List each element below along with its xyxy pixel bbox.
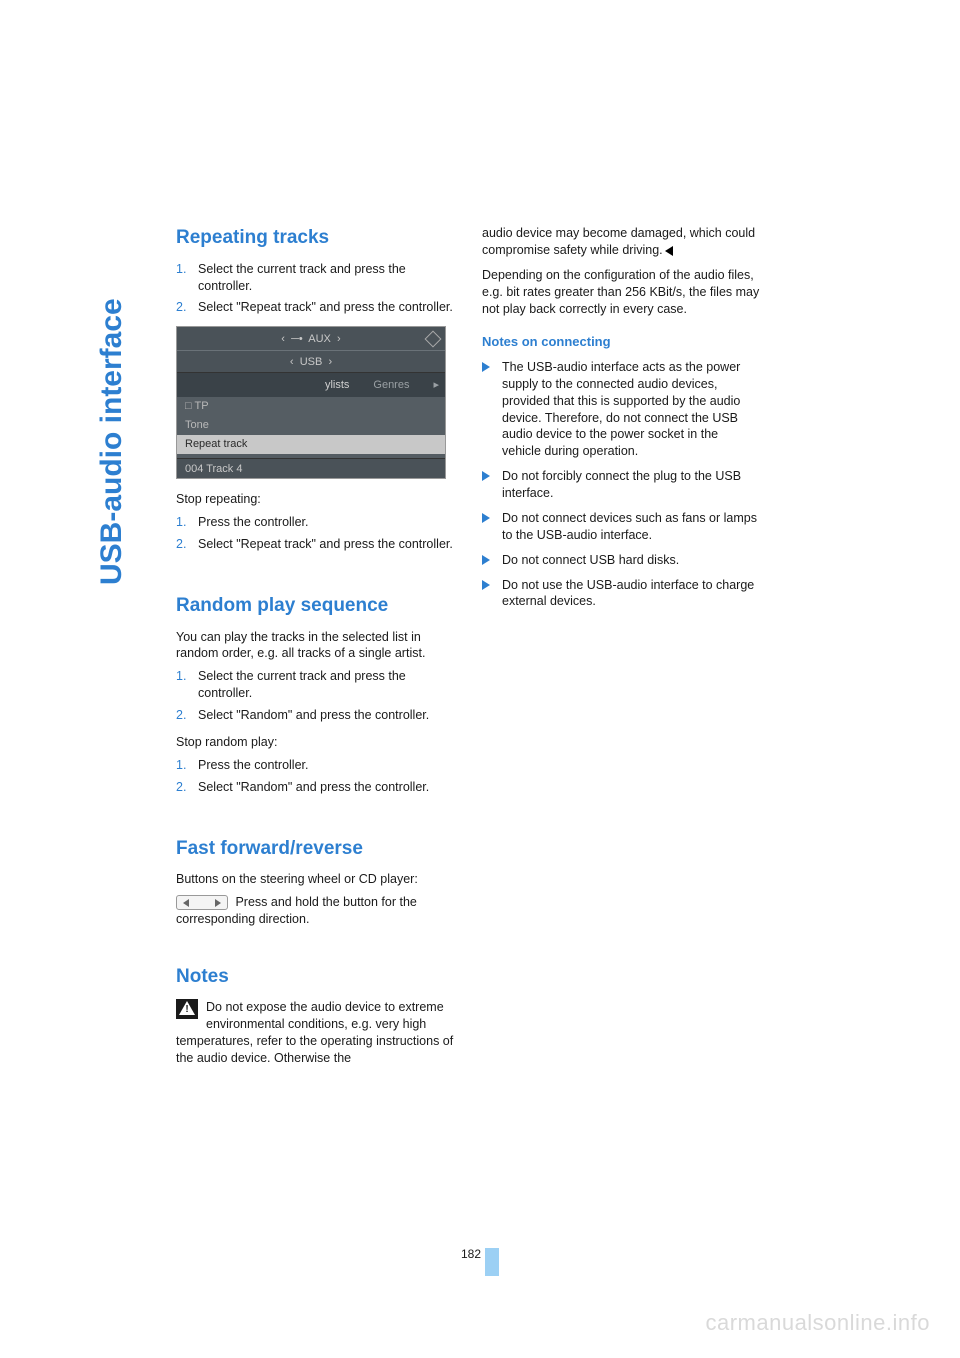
column-right: audio device may become damaged, which c…: [482, 225, 760, 1073]
step-text: Select "Random" and press the controller…: [198, 708, 429, 722]
note-item: Do not connect devices such as fans or l…: [482, 510, 760, 544]
step-number: 2.: [176, 779, 186, 796]
warning-text: Do not expose the audio device to extrem…: [176, 1000, 453, 1065]
ss-item-tp: □ TP: [177, 397, 445, 416]
heading-random-play: Random play sequence: [176, 593, 454, 619]
ss-item-label: TP: [195, 400, 209, 412]
arrow-left-icon: ‹: [281, 333, 285, 345]
page-number: 182: [461, 1248, 481, 1260]
stop-repeating-label: Stop repeating:: [176, 491, 454, 508]
step-number: 1.: [176, 514, 186, 531]
stop-random-label: Stop random play:: [176, 734, 454, 751]
aux-plug-icon: ─•: [291, 333, 303, 345]
warning-continuation: audio device may become damaged, which c…: [482, 225, 760, 259]
step-number: 1.: [176, 757, 186, 774]
warning-icon: [176, 999, 198, 1019]
bitrate-note: Depending on the configuration of the au…: [482, 267, 760, 318]
step-text: Select "Repeat track" and press the cont…: [198, 300, 453, 314]
end-triangle-icon: [665, 246, 673, 256]
steps-stop-random: 1. Press the controller. 2. Select "Random…: [176, 757, 454, 796]
step-item: 1. Press the controller.: [176, 757, 454, 774]
ss-item-tone: Tone: [177, 416, 445, 435]
step-item: 2. Select "Repeat track" and press the co…: [176, 299, 454, 316]
page-block-icon: [485, 1248, 499, 1276]
column-left: Repeating tracks 1. Select the current tr…: [176, 225, 454, 1073]
arrow-right-icon: ›: [337, 333, 341, 345]
skip-button-icon: [176, 895, 228, 910]
page-content: Repeating tracks 1. Select the current tr…: [176, 225, 816, 1073]
cont-text: audio device may become damaged, which c…: [482, 226, 755, 257]
random-intro: You can play the tracks in the selected …: [176, 629, 454, 663]
ss-usb-bar: ‹ USB ›: [177, 351, 445, 373]
step-item: 2. Select "Random" and press the controll…: [176, 779, 454, 796]
step-text: Select "Repeat track" and press the cont…: [198, 537, 453, 551]
step-item: 1. Select the current track and press the…: [176, 668, 454, 702]
step-text: Select the current track and press the c…: [198, 669, 406, 700]
note-item: Do not connect USB hard disks.: [482, 552, 760, 569]
note-item: The USB-audio interface acts as the powe…: [482, 359, 760, 460]
step-text: Press the controller.: [198, 515, 308, 529]
heading-fast-forward: Fast forward/reverse: [176, 836, 454, 862]
step-text: Select the current track and press the c…: [198, 262, 406, 293]
ss-cat-genres: Genres: [361, 378, 421, 393]
steps-stop-repeating: 1. Press the controller. 2. Select "Repeat…: [176, 514, 454, 553]
arrow-right-icon: ▸: [421, 378, 445, 393]
step-text: Select "Random" and press the controller…: [198, 780, 429, 794]
ss-usb-label: USB: [300, 356, 323, 368]
note-item: Do not forcibly connect the plug to the …: [482, 468, 760, 502]
steps-random: 1. Select the current track and press the…: [176, 668, 454, 724]
connecting-notes-list: The USB-audio interface acts as the powe…: [482, 359, 760, 610]
steps-repeating: 1. Select the current track and press the…: [176, 261, 454, 317]
page-footer: 182: [0, 1248, 960, 1276]
heading-notes: Notes: [176, 964, 454, 990]
step-item: 2. Select "Repeat track" and press the co…: [176, 536, 454, 553]
step-item: 1. Press the controller.: [176, 514, 454, 531]
watermark: carmanualsonline.info: [705, 1310, 930, 1336]
step-number: 2.: [176, 299, 186, 316]
idrive-screenshot: ‹ ─• AUX › ‹ USB › ylists Genres ▸ □ TP …: [176, 326, 446, 479]
ss-item-repeat-track: Repeat track: [177, 435, 445, 454]
step-item: 1. Select the current track and press the…: [176, 261, 454, 295]
step-number: 1.: [176, 668, 186, 685]
ss-cat-playlists: ylists: [313, 378, 361, 393]
sidebar-chapter-label: USB-audio interface: [95, 298, 129, 585]
heading-repeating-tracks: Repeating tracks: [176, 225, 454, 251]
ff-line2: Press and hold the button for the corres…: [176, 894, 454, 928]
subheading-notes-connecting: Notes on connecting: [482, 333, 760, 351]
diamond-icon: [425, 331, 442, 348]
step-number: 1.: [176, 261, 186, 278]
arrow-left-icon: ‹: [290, 356, 294, 368]
step-text: Press the controller.: [198, 758, 308, 772]
warning-paragraph: Do not expose the audio device to extrem…: [176, 999, 454, 1067]
step-number: 2.: [176, 707, 186, 724]
step-number: 2.: [176, 536, 186, 553]
arrow-right-icon: ›: [328, 356, 332, 368]
note-item: Do not use the USB-audio interface to ch…: [482, 577, 760, 611]
ss-aux-label: AUX: [308, 333, 331, 345]
ff-line1: Buttons on the steering wheel or CD play…: [176, 871, 454, 888]
ss-category-row: ylists Genres ▸: [177, 373, 445, 397]
ss-now-playing: 004 Track 4: [177, 458, 445, 478]
step-item: 2. Select "Random" and press the controll…: [176, 707, 454, 724]
ss-source-bar: ‹ ─• AUX ›: [177, 327, 445, 351]
